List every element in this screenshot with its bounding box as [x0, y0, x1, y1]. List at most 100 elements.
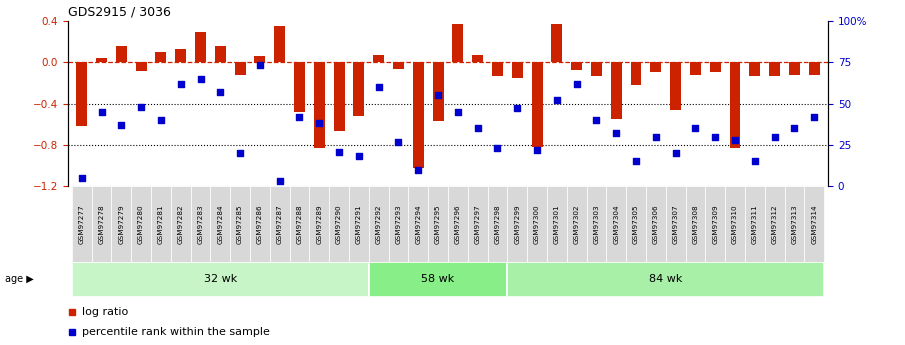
Text: GSM97282: GSM97282 — [177, 205, 184, 244]
Text: GSM97314: GSM97314 — [811, 205, 817, 244]
Bar — [729, 62, 740, 148]
Bar — [214, 46, 225, 62]
Bar — [508, 186, 527, 262]
Bar — [131, 186, 151, 262]
Point — [431, 92, 445, 98]
Bar — [314, 62, 325, 148]
Bar — [686, 186, 705, 262]
Text: GSM97296: GSM97296 — [455, 205, 461, 244]
Point — [252, 63, 267, 68]
Text: GSM97290: GSM97290 — [336, 205, 342, 244]
Text: GSM97298: GSM97298 — [494, 205, 500, 244]
Bar — [452, 24, 463, 62]
Bar — [527, 186, 547, 262]
Text: GSM97297: GSM97297 — [474, 205, 481, 244]
Text: GSM97287: GSM97287 — [277, 205, 282, 244]
Bar — [393, 62, 404, 69]
Text: GSM97280: GSM97280 — [138, 205, 144, 244]
Bar — [809, 62, 820, 75]
Point — [609, 130, 624, 136]
Bar — [547, 186, 567, 262]
Point — [371, 84, 386, 90]
Text: GSM97308: GSM97308 — [692, 205, 699, 244]
Bar — [270, 186, 290, 262]
Text: GSM97278: GSM97278 — [99, 205, 105, 244]
Bar — [805, 186, 824, 262]
Bar — [626, 186, 646, 262]
Bar — [666, 186, 686, 262]
Bar — [765, 186, 785, 262]
Bar — [651, 62, 662, 72]
Bar — [769, 62, 780, 76]
Text: GSM97307: GSM97307 — [672, 205, 679, 244]
Text: GSM97294: GSM97294 — [415, 205, 422, 244]
Point — [669, 150, 683, 156]
Text: GSM97295: GSM97295 — [435, 205, 441, 244]
Text: GSM97306: GSM97306 — [653, 205, 659, 244]
Text: GSM97312: GSM97312 — [772, 205, 777, 244]
Point — [114, 122, 129, 128]
Point — [74, 175, 89, 181]
Text: GSM97303: GSM97303 — [594, 205, 599, 244]
Point — [194, 76, 208, 81]
Bar — [508, 262, 824, 297]
Text: GSM97281: GSM97281 — [157, 205, 164, 244]
Point — [589, 117, 604, 123]
Text: GSM97277: GSM97277 — [79, 205, 85, 244]
Bar — [71, 262, 369, 297]
Point — [807, 114, 822, 119]
Bar — [354, 62, 365, 116]
Bar — [428, 186, 448, 262]
Point — [94, 109, 109, 115]
Point — [708, 134, 722, 139]
Bar — [606, 186, 626, 262]
Bar — [745, 186, 765, 262]
Bar — [156, 52, 167, 62]
Text: GSM97291: GSM97291 — [356, 205, 362, 244]
Bar — [250, 186, 270, 262]
Text: GSM97310: GSM97310 — [732, 205, 738, 244]
Point — [332, 149, 347, 154]
Bar — [310, 186, 329, 262]
Bar — [448, 186, 468, 262]
Point — [391, 139, 405, 144]
Bar — [369, 262, 508, 297]
Bar — [705, 186, 725, 262]
Bar — [334, 62, 345, 131]
Bar — [472, 55, 483, 62]
Text: GSM97286: GSM97286 — [257, 205, 263, 244]
Text: GSM97301: GSM97301 — [554, 205, 560, 244]
Bar — [254, 56, 265, 62]
Bar — [671, 62, 681, 110]
Bar — [294, 62, 305, 112]
Point — [471, 126, 485, 131]
Bar — [492, 62, 503, 76]
Bar — [586, 186, 606, 262]
Text: GSM97285: GSM97285 — [237, 205, 243, 244]
Point — [787, 126, 802, 131]
Bar — [571, 62, 582, 70]
Bar — [373, 55, 384, 62]
Text: 84 wk: 84 wk — [649, 275, 682, 284]
Bar — [230, 186, 250, 262]
Text: GSM97300: GSM97300 — [534, 205, 540, 244]
Text: GSM97293: GSM97293 — [395, 205, 402, 244]
Bar — [91, 186, 111, 262]
Point — [491, 146, 505, 151]
Text: age ▶: age ▶ — [5, 275, 33, 284]
Text: GSM97289: GSM97289 — [316, 205, 322, 244]
Bar — [408, 186, 428, 262]
Bar — [551, 24, 562, 62]
Bar — [210, 186, 230, 262]
Text: GSM97279: GSM97279 — [119, 205, 124, 244]
Bar — [710, 62, 720, 72]
Point — [292, 114, 307, 119]
Text: GSM97305: GSM97305 — [633, 205, 639, 244]
Point — [174, 81, 188, 86]
Point — [748, 159, 762, 164]
Bar — [71, 186, 91, 262]
Point — [549, 97, 564, 103]
Bar — [468, 186, 488, 262]
Text: GSM97283: GSM97283 — [197, 205, 204, 244]
Bar — [749, 62, 760, 76]
